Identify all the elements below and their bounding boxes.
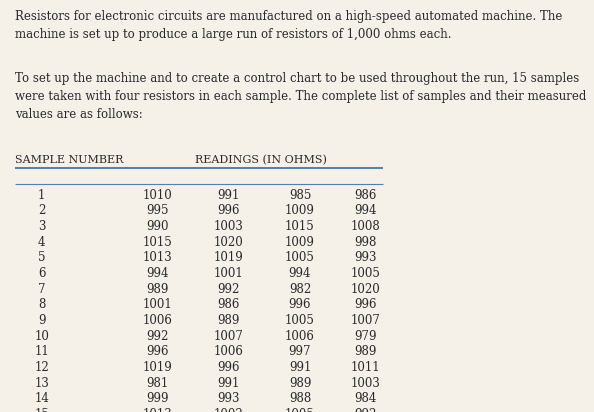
Text: 992: 992: [217, 283, 240, 296]
Text: 10: 10: [34, 330, 49, 343]
Text: SAMPLE NUMBER: SAMPLE NUMBER: [15, 155, 123, 165]
Text: 1007: 1007: [214, 330, 244, 343]
Text: 13: 13: [34, 377, 49, 390]
Text: 5: 5: [38, 251, 45, 265]
Text: 1020: 1020: [214, 236, 244, 249]
Text: 7: 7: [38, 283, 45, 296]
Text: 981: 981: [146, 377, 169, 390]
Text: 986: 986: [217, 298, 240, 311]
Text: 1005: 1005: [285, 251, 315, 265]
Text: 989: 989: [289, 377, 311, 390]
Text: 1009: 1009: [285, 204, 315, 218]
Text: 997: 997: [289, 345, 311, 358]
Text: 1007: 1007: [350, 314, 380, 327]
Text: READINGS (IN OHMS): READINGS (IN OHMS): [195, 154, 327, 165]
Text: 990: 990: [146, 220, 169, 233]
Text: 1006: 1006: [214, 345, 244, 358]
Text: 989: 989: [146, 283, 169, 296]
Text: 996: 996: [146, 345, 169, 358]
Text: 11: 11: [34, 345, 49, 358]
Text: 1001: 1001: [214, 267, 244, 280]
Text: 994: 994: [354, 204, 377, 218]
Text: 15: 15: [34, 408, 49, 412]
Text: 1003: 1003: [214, 220, 244, 233]
Text: 994: 994: [289, 267, 311, 280]
Text: 4: 4: [38, 236, 45, 249]
Text: 6: 6: [38, 267, 45, 280]
Text: 993: 993: [217, 392, 240, 405]
Text: 1005: 1005: [350, 267, 380, 280]
Text: 1: 1: [38, 189, 45, 202]
Text: 998: 998: [354, 236, 377, 249]
Text: 1020: 1020: [350, 283, 380, 296]
Text: 9: 9: [38, 314, 45, 327]
Text: 982: 982: [289, 283, 311, 296]
Text: 8: 8: [38, 298, 45, 311]
Text: 1019: 1019: [214, 251, 244, 265]
Text: Resistors for electronic circuits are manufactured on a high-speed automated mac: Resistors for electronic circuits are ma…: [15, 10, 563, 41]
Text: 992: 992: [354, 408, 377, 412]
Text: 1013: 1013: [143, 251, 172, 265]
Text: 988: 988: [289, 392, 311, 405]
Text: 985: 985: [289, 189, 311, 202]
Text: 1008: 1008: [350, 220, 380, 233]
Text: 1005: 1005: [285, 314, 315, 327]
Text: 991: 991: [289, 361, 311, 374]
Text: 989: 989: [354, 345, 377, 358]
Text: 1001: 1001: [143, 298, 172, 311]
Text: 1005: 1005: [285, 408, 315, 412]
Text: 1009: 1009: [285, 236, 315, 249]
Text: 993: 993: [354, 251, 377, 265]
Text: 995: 995: [146, 204, 169, 218]
Text: 2: 2: [38, 204, 45, 218]
Text: 999: 999: [146, 392, 169, 405]
Text: 996: 996: [289, 298, 311, 311]
Text: 991: 991: [217, 377, 240, 390]
Text: 3: 3: [38, 220, 45, 233]
Text: 1019: 1019: [143, 361, 172, 374]
Text: 1002: 1002: [214, 408, 244, 412]
Text: 1003: 1003: [350, 377, 380, 390]
Text: 1013: 1013: [143, 408, 172, 412]
Text: 996: 996: [217, 361, 240, 374]
Text: 994: 994: [146, 267, 169, 280]
Text: 14: 14: [34, 392, 49, 405]
Text: 984: 984: [354, 392, 377, 405]
Text: 1010: 1010: [143, 189, 172, 202]
Text: 1015: 1015: [285, 220, 315, 233]
Text: 1015: 1015: [143, 236, 172, 249]
Text: To set up the machine and to create a control chart to be used throughout the ru: To set up the machine and to create a co…: [15, 72, 586, 121]
Text: 991: 991: [217, 189, 240, 202]
Text: 989: 989: [217, 314, 240, 327]
Text: 12: 12: [34, 361, 49, 374]
Text: 1011: 1011: [350, 361, 380, 374]
Text: 1006: 1006: [285, 330, 315, 343]
Text: 996: 996: [354, 298, 377, 311]
Text: 979: 979: [354, 330, 377, 343]
Text: 992: 992: [146, 330, 169, 343]
Text: 986: 986: [354, 189, 377, 202]
Text: 996: 996: [217, 204, 240, 218]
Text: 1006: 1006: [143, 314, 172, 327]
